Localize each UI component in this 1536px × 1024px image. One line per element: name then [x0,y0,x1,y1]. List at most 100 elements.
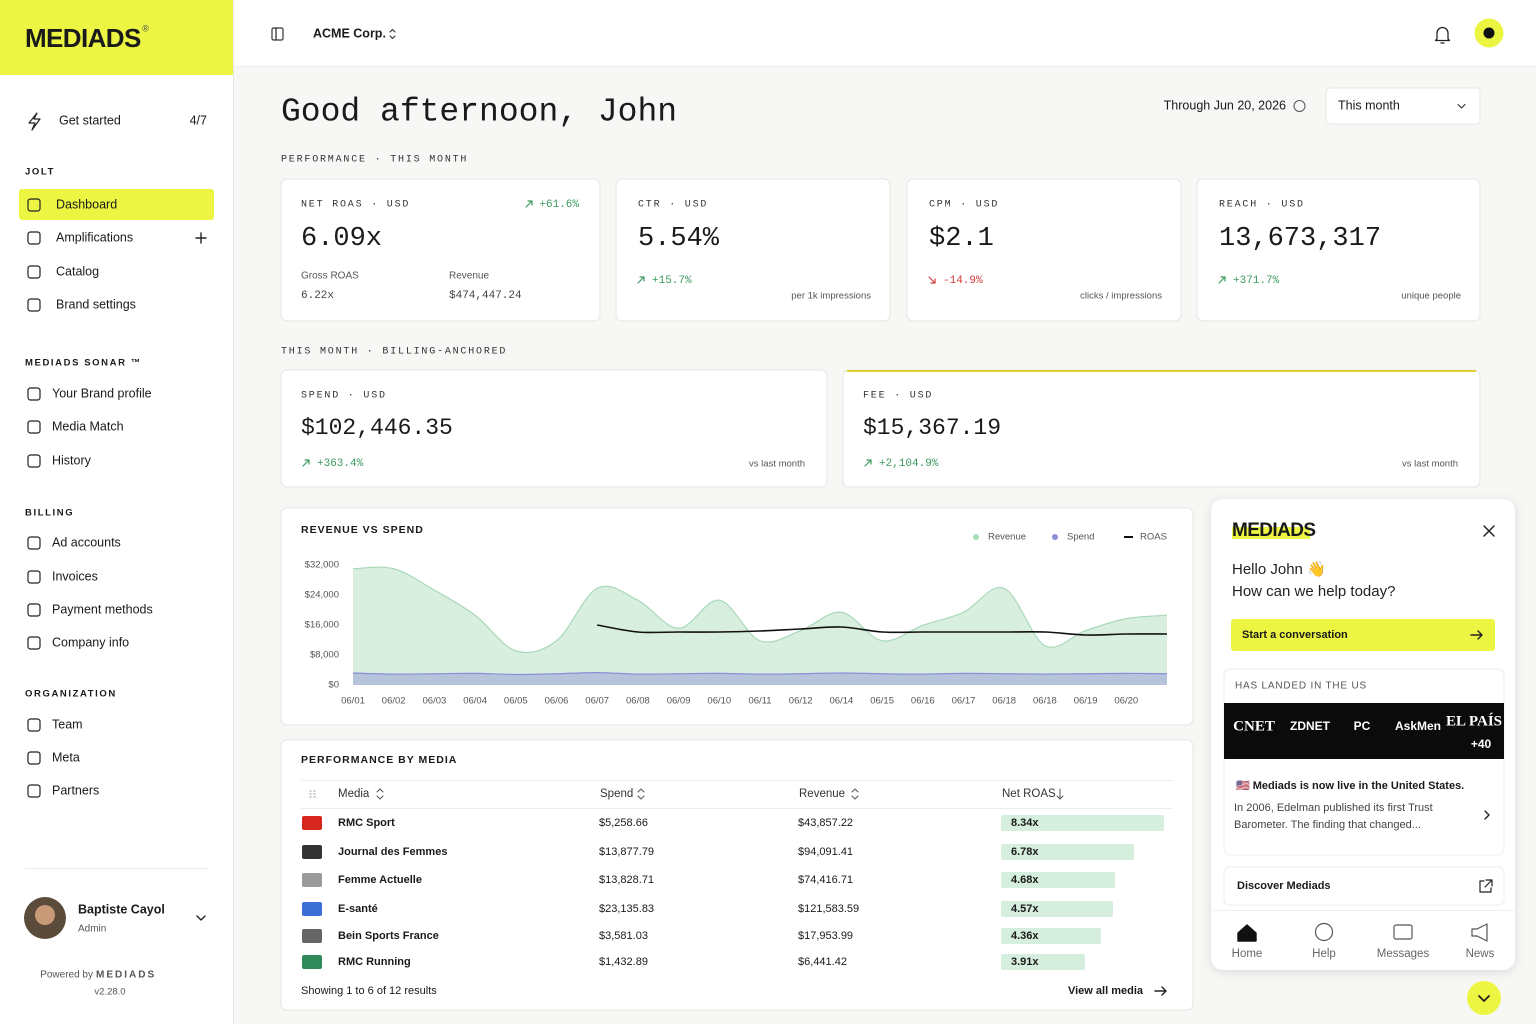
news-label: HAS LANDED IN THE US [1235,681,1367,692]
get-started-label[interactable]: Get started [59,113,121,127]
kpi-card [1196,178,1481,322]
nav-item[interactable]: Team [52,717,83,731]
nav-icon [27,636,41,650]
nav-item[interactable]: Meta [52,750,80,764]
x-tick-label: 06/05 [504,696,528,707]
kpi-delta: +371.7% [1233,275,1280,287]
media-logo [302,902,322,916]
sort-desc-icon [1056,788,1064,800]
table-title: PERFORMANCE BY MEDIA [301,754,457,766]
area-fill [353,672,1167,685]
news-title[interactable]: 🇺🇸 Mediads is now live in the United Sta… [1236,779,1464,792]
launcher-button[interactable] [1467,981,1501,1015]
kpi-note: unique people [1401,291,1461,302]
nav-item[interactable]: Brand settings [56,297,136,311]
nav-item[interactable]: Invoices [52,569,98,583]
y-tick-label: $16,000 [305,620,339,631]
media-roas: 6.78x [1011,846,1039,858]
nav-item[interactable]: Your Brand profile [52,386,152,400]
start-conversation-label: Start a conversation [1242,629,1348,641]
column-header[interactable]: Net ROAS [1002,788,1056,800]
nav-item[interactable]: Dashboard [56,197,117,211]
bottom-nav-item[interactable]: Home [1232,948,1263,960]
x-tick-label: 06/09 [667,696,691,707]
logo-block [0,0,233,75]
nav-item[interactable]: Payment methods [52,602,153,616]
media-roas: 3.91x [1011,956,1039,968]
area-fill [353,567,1167,685]
media-roas: 4.68x [1011,874,1039,886]
bottom-nav-item[interactable]: Help [1312,948,1336,960]
media-logo [302,873,322,887]
kpi-note: per 1k impressions [791,291,871,302]
press-logo: PC [1354,719,1371,733]
bottom-nav-item[interactable]: Messages [1377,948,1430,960]
media-revenue: $17,953.99 [798,930,853,942]
chart-title: REVENUE VS SPEND [301,524,424,536]
period-select[interactable] [1325,87,1481,125]
organization-switcher[interactable]: ACME Corp. [313,26,386,40]
view-all-link[interactable]: View all media [1068,985,1144,997]
media-revenue: $121,583.59 [798,903,859,915]
column-header[interactable]: Spend [600,788,633,800]
media-roas: 4.36x [1011,930,1039,942]
x-tick-label: 06/20 [1114,696,1138,707]
nav-item[interactable]: Partners [52,783,99,797]
roas-bar [1001,872,1115,888]
media-roas: 4.57x [1011,903,1039,915]
column-header[interactable]: Revenue [799,788,845,800]
nav-item[interactable]: Amplifications [56,230,133,244]
x-tick-label: 06/03 [423,696,447,707]
x-tick-label: 06/01 [341,696,365,707]
billing-value: $102,446.35 [301,415,453,441]
nav-icon [27,198,41,212]
press-more: +40 [1471,737,1492,751]
column-header[interactable]: Media [338,788,370,800]
y-tick-label: $0 [328,680,339,691]
billing-label: SPEND · USD [301,391,387,402]
media-revenue: $43,857.22 [798,817,853,829]
press-logo: EL PAÍS [1446,712,1502,729]
roas-bar [1001,901,1113,917]
media-name[interactable]: RMC Running [338,956,411,968]
x-tick-label: 06/10 [707,696,731,707]
nav-icon [27,298,41,312]
press-logo: ZDNET [1290,719,1331,733]
media-name[interactable]: Journal des Femmes [338,846,447,858]
notification-bell [1434,26,1451,44]
section-title: JOLT [25,167,55,178]
nav-item[interactable]: Company info [52,635,129,649]
nav-item[interactable]: Media Match [52,419,124,433]
nav-icon [27,603,41,617]
kpi-value: 6.09x [301,224,382,254]
user-name[interactable]: Baptiste Cayol [78,902,165,916]
y-tick-label: $24,000 [305,590,339,601]
media-spend: $13,877.79 [599,846,654,858]
media-name[interactable]: Bein Sports France [338,930,439,942]
nav-item[interactable]: Ad accounts [52,535,121,549]
media-name[interactable]: Femme Actuelle [338,874,422,886]
nav-item[interactable]: History [52,453,92,467]
external-link-icon [1479,879,1493,893]
x-tick-label: 06/06 [545,696,569,707]
bottom-nav-item[interactable]: News [1466,948,1495,960]
media-name[interactable]: E-santé [338,903,378,915]
greeting: Good afternoon, John [281,94,677,131]
sidebar-toggle[interactable] [271,27,284,41]
media-name[interactable]: RMC Sport [338,817,395,829]
x-tick-label: 06/15 [870,696,894,707]
start-conversation-button[interactable] [1231,619,1495,651]
nav-item[interactable]: Catalog [56,264,99,278]
discover-card[interactable] [1223,866,1505,906]
x-tick-label: 06/11 [748,696,771,707]
news-body: In 2006, Edelman published its first Tru… [1234,802,1433,831]
nav-icon [27,387,41,401]
sort-icon [637,788,645,800]
section-title: BILLING [25,508,74,519]
billing-label: FEE · USD [863,391,933,402]
media-revenue: $6,441.42 [798,956,847,968]
media-revenue: $74,416.71 [798,874,853,886]
kpi-value: 5.54% [638,224,720,254]
